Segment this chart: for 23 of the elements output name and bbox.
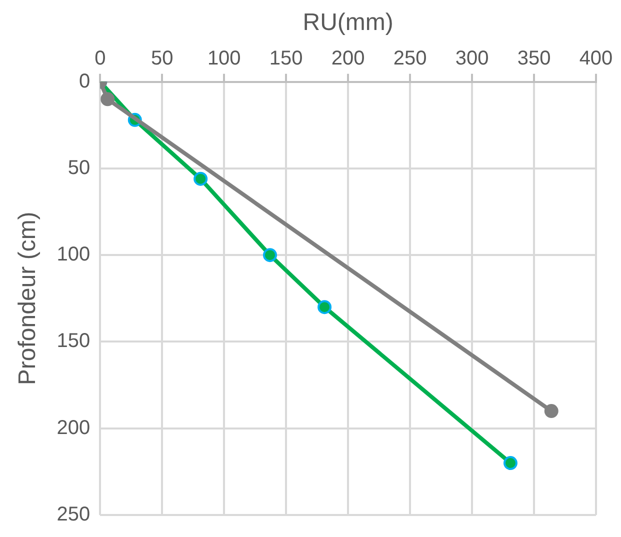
point (100, 92, 115, 106)
y-tick-label: 100 (56, 244, 90, 266)
y-tick-label: 200 (56, 416, 90, 439)
x-tick-label: 300 (455, 47, 489, 70)
y-tick-label: 150 (56, 330, 90, 352)
x-tick-label: 400 (579, 47, 613, 70)
point (544, 404, 558, 418)
x-tick-label: 0 (94, 47, 106, 70)
point (262, 248, 277, 262)
y-tick-label: 250 (56, 504, 90, 526)
x-tick-label: 150 (269, 47, 303, 70)
x-tick-label: 200 (331, 47, 365, 70)
x-tick-label: 50 (151, 47, 174, 70)
point (318, 300, 332, 314)
y-tick-label: 0 (79, 70, 90, 92)
x-tick-label: 350 (517, 47, 551, 70)
point (503, 456, 518, 470)
x-tick-label: 250 (393, 47, 427, 70)
x-axis-title: RU(mm) (302, 9, 394, 36)
point (194, 172, 208, 186)
x-tick-label: 100 (207, 47, 241, 70)
y-axis-title: Profondeur (cm) (14, 212, 42, 386)
y-tick-label: 50 (68, 156, 90, 179)
